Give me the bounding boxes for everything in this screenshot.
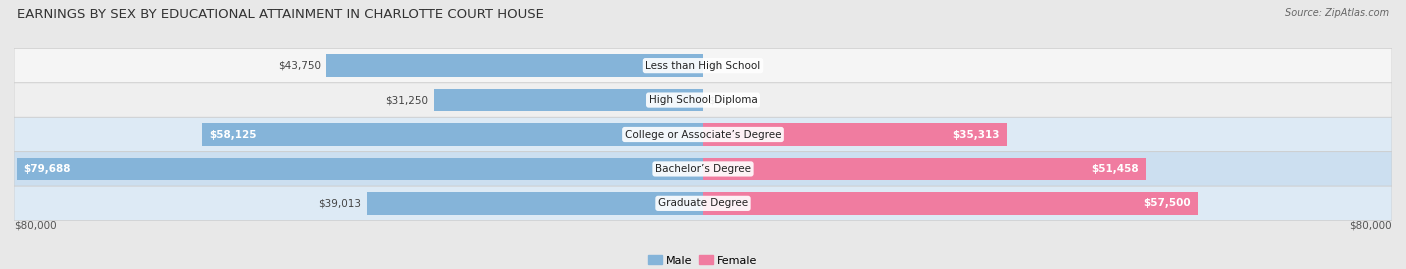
Bar xyxy=(202,123,703,146)
FancyBboxPatch shape xyxy=(14,117,1392,152)
Text: $43,750: $43,750 xyxy=(278,61,321,71)
Bar xyxy=(17,158,703,180)
Text: College or Associate’s Degree: College or Associate’s Degree xyxy=(624,129,782,140)
Text: $0: $0 xyxy=(709,95,721,105)
Text: $80,000: $80,000 xyxy=(14,221,56,231)
Text: $31,250: $31,250 xyxy=(385,95,429,105)
Text: $79,688: $79,688 xyxy=(24,164,72,174)
Text: Graduate Degree: Graduate Degree xyxy=(658,198,748,208)
Bar xyxy=(434,89,703,111)
FancyBboxPatch shape xyxy=(14,152,1392,186)
Text: Less than High School: Less than High School xyxy=(645,61,761,71)
Bar xyxy=(703,123,1007,146)
FancyBboxPatch shape xyxy=(14,48,1392,83)
Text: $39,013: $39,013 xyxy=(319,198,361,208)
Text: $58,125: $58,125 xyxy=(209,129,257,140)
FancyBboxPatch shape xyxy=(14,83,1392,117)
Bar xyxy=(367,192,703,215)
Text: EARNINGS BY SEX BY EDUCATIONAL ATTAINMENT IN CHARLOTTE COURT HOUSE: EARNINGS BY SEX BY EDUCATIONAL ATTAINMEN… xyxy=(17,8,544,21)
Text: $35,313: $35,313 xyxy=(953,129,1000,140)
Text: $0: $0 xyxy=(709,61,721,71)
Bar xyxy=(703,192,1198,215)
Legend: Male, Female: Male, Female xyxy=(644,251,762,269)
Text: $51,458: $51,458 xyxy=(1091,164,1139,174)
Text: Bachelor’s Degree: Bachelor’s Degree xyxy=(655,164,751,174)
Text: $57,500: $57,500 xyxy=(1143,198,1191,208)
Text: $80,000: $80,000 xyxy=(1350,221,1392,231)
Bar xyxy=(326,54,703,77)
FancyBboxPatch shape xyxy=(14,186,1392,221)
Text: Source: ZipAtlas.com: Source: ZipAtlas.com xyxy=(1285,8,1389,18)
Text: High School Diploma: High School Diploma xyxy=(648,95,758,105)
Bar xyxy=(703,158,1146,180)
